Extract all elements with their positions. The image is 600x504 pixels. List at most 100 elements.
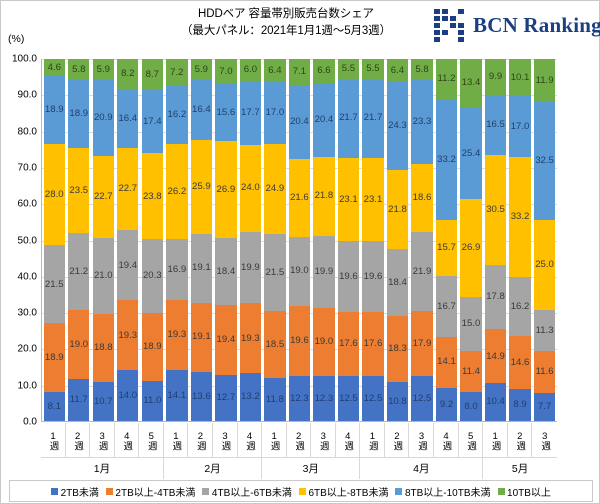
bar-segment[interactable]: 9.9	[484, 59, 507, 95]
bar-segment[interactable]: 17.4	[141, 90, 163, 154]
bar-column[interactable]: 13.2 19.3 19.9 24.0 17.7 6.0	[238, 59, 263, 421]
bar-segment[interactable]: 5.9	[190, 59, 213, 81]
bar-column[interactable]: 13.6 19.1 19.1 25.9 16.4 5.9	[189, 59, 214, 421]
bar-segment[interactable]: 17.7	[239, 80, 262, 145]
legend-item[interactable]: 10TB以上	[497, 484, 551, 499]
legend-item[interactable]: 2TB未満	[51, 484, 99, 499]
bar-segment[interactable]: 18.4	[386, 249, 409, 316]
bar-segment[interactable]: 15.7	[435, 219, 458, 277]
bar-segment[interactable]: 20.9	[92, 80, 114, 157]
bar-segment[interactable]: 22.7	[117, 148, 139, 231]
bar-segment[interactable]: 21.5	[264, 233, 286, 312]
bar-segment[interactable]: 10.4	[484, 383, 507, 421]
bar-column[interactable]: 12.5 17.6 19.6 23.1 21.7 5.5	[361, 59, 386, 421]
bar-column[interactable]: 14.0 19.3 19.4 22.7 16.4 8.2	[116, 59, 141, 421]
bar-segment[interactable]: 21.9	[411, 231, 433, 311]
bar-segment[interactable]: 32.5	[533, 102, 556, 220]
bar-column[interactable]: 12.3 19.6 19.0 21.6 20.4 7.1	[287, 59, 312, 421]
bar-segment[interactable]: 11.9	[533, 59, 556, 103]
bar-segment[interactable]: 16.2	[166, 85, 188, 145]
bar-segment[interactable]: 16.7	[435, 276, 458, 337]
bar-segment[interactable]: 7.1	[288, 59, 311, 85]
bar-segment[interactable]: 12.7	[215, 375, 237, 421]
bar-segment[interactable]: 21.5	[43, 245, 65, 324]
bar-segment[interactable]: 24.3	[386, 82, 409, 171]
bar-segment[interactable]: 19.0	[288, 236, 311, 306]
bar-segment[interactable]: 6.4	[386, 59, 409, 83]
bar-segment[interactable]: 5.5	[337, 59, 360, 79]
bar-segment[interactable]: 33.2	[435, 99, 458, 220]
bar-segment[interactable]: 9.2	[435, 387, 458, 421]
bar-segment[interactable]: 18.8	[92, 314, 114, 383]
bar-segment[interactable]: 18.3	[386, 315, 409, 382]
bar-segment[interactable]: 15.0	[460, 296, 482, 351]
bar-segment[interactable]: 8.0	[460, 392, 482, 421]
bar-column[interactable]: 8.1 18.9 21.5 28.0 18.9 4.6	[42, 59, 67, 421]
bar-segment[interactable]: 21.8	[313, 156, 335, 236]
bar-segment[interactable]: 11.4	[460, 350, 482, 393]
bar-segment[interactable]: 19.6	[362, 241, 384, 313]
bar-segment[interactable]: 12.5	[337, 375, 360, 421]
bar-segment[interactable]: 12.3	[288, 376, 311, 421]
bar-segment[interactable]: 14.1	[435, 336, 458, 388]
bar-segment[interactable]: 26.2	[166, 144, 188, 239]
bar-segment[interactable]: 8.2	[117, 59, 139, 89]
bar-segment[interactable]: 14.1	[166, 369, 188, 421]
bar-segment[interactable]: 19.3	[117, 300, 139, 371]
bar-column[interactable]: 11.7 19.0 21.2 23.5 18.9 5.8	[67, 59, 92, 421]
bar-segment[interactable]: 13.4	[460, 59, 482, 108]
bar-column[interactable]: 11.0 18.9 20.3 23.8 17.4 8.7	[140, 59, 165, 421]
bar-column[interactable]: 9.2 14.1 16.7 15.7 33.2 11.2	[434, 59, 459, 421]
bar-column[interactable]: 8.0 11.4 15.0 26.9 25.4 13.4	[459, 59, 484, 421]
bar-segment[interactable]: 21.6	[288, 158, 311, 237]
bar-segment[interactable]: 8.1	[43, 391, 65, 421]
bar-segment[interactable]: 28.0	[43, 144, 65, 246]
bar-segment[interactable]: 7.7	[533, 393, 556, 421]
bar-segment[interactable]: 19.9	[313, 235, 335, 308]
legend-item[interactable]: 2TB以上-4TB未満	[105, 484, 195, 499]
bar-segment[interactable]: 20.4	[313, 82, 335, 157]
bar-segment[interactable]: 25.9	[190, 139, 213, 234]
bar-segment[interactable]: 22.7	[92, 156, 114, 239]
bar-segment[interactable]: 17.9	[411, 310, 433, 376]
bar-segment[interactable]: 23.5	[68, 148, 90, 234]
bar-segment[interactable]: 4.6	[43, 59, 65, 76]
bar-segment[interactable]: 21.2	[68, 233, 90, 310]
bar-segment[interactable]: 24.9	[264, 143, 286, 234]
bar-segment[interactable]: 21.8	[386, 170, 409, 250]
bar-segment[interactable]: 11.7	[68, 378, 90, 421]
bar-segment[interactable]: 23.1	[337, 157, 360, 242]
bar-segment[interactable]: 5.8	[68, 59, 90, 80]
bar-segment[interactable]: 20.4	[288, 84, 311, 159]
bar-segment[interactable]: 12.5	[411, 375, 433, 421]
bar-segment[interactable]: 19.1	[190, 302, 213, 372]
bar-segment[interactable]: 11.6	[533, 351, 556, 394]
legend-item[interactable]: 6TB以上-8TB未満	[298, 484, 388, 499]
bar-segment[interactable]: 11.2	[435, 59, 458, 100]
bar-segment[interactable]: 5.8	[411, 59, 433, 81]
bar-segment[interactable]: 13.2	[239, 373, 262, 421]
bar-segment[interactable]: 23.8	[141, 153, 163, 240]
bar-segment[interactable]: 17.8	[484, 265, 507, 330]
bar-segment[interactable]: 19.3	[166, 300, 188, 370]
bar-segment[interactable]: 15.6	[215, 84, 237, 141]
bar-segment[interactable]: 19.3	[239, 303, 262, 374]
bar-segment[interactable]: 10.8	[386, 381, 409, 421]
bar-column[interactable]: 12.5 17.9 21.9 18.6 23.3 5.8	[410, 59, 435, 421]
bar-segment[interactable]: 12.3	[313, 376, 335, 421]
bar-segment[interactable]: 30.5	[484, 154, 507, 265]
bar-segment[interactable]: 16.9	[166, 238, 188, 301]
bar-segment[interactable]: 19.0	[68, 309, 90, 379]
bar-column[interactable]: 12.5 17.6 19.6 23.1 21.7 5.5	[336, 59, 361, 421]
bar-segment[interactable]: 11.8	[264, 378, 286, 421]
bar-column[interactable]: 11.8 18.5 21.5 24.9 17.0 6.4	[263, 58, 288, 421]
bar-segment[interactable]: 12.5	[362, 375, 384, 421]
bar-segment[interactable]: 8.7	[141, 59, 163, 91]
bar-segment[interactable]: 17.6	[362, 312, 384, 376]
bar-segment[interactable]: 26.9	[215, 140, 237, 239]
bar-segment[interactable]: 16.4	[117, 88, 139, 149]
bar-segment[interactable]: 18.9	[43, 75, 65, 145]
bar-segment[interactable]: 19.4	[215, 304, 237, 376]
bar-segment[interactable]: 14.9	[484, 329, 507, 384]
bar-segment[interactable]: 10.7	[92, 382, 114, 421]
